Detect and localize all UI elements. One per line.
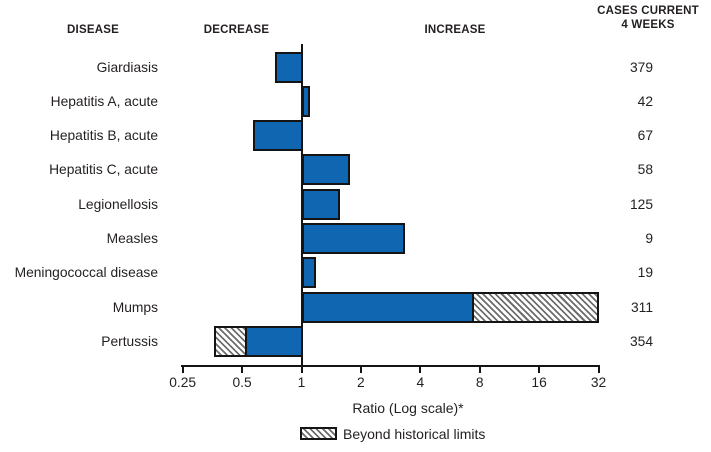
ratio-bar-increase <box>301 291 474 323</box>
x-axis-tick-label: 8 <box>475 375 484 390</box>
legend-label: Beyond historical limits <box>343 426 486 442</box>
cases-value: 42 <box>637 93 653 109</box>
disease-label: Mumps <box>112 299 158 315</box>
ratio-bar-beyond-limit <box>213 325 248 357</box>
ratio-bar-increase <box>301 188 340 220</box>
cases-value: 9 <box>645 231 653 246</box>
ratio-bar-decrease <box>253 120 304 152</box>
x-axis-tick-label: 0.5 <box>232 375 252 390</box>
cases-value: 311 <box>631 299 653 315</box>
x-axis-tick-mark <box>300 364 303 373</box>
baseline-ratio-1-line <box>300 44 303 366</box>
cases-value: 125 <box>629 196 653 212</box>
disease-label: Hepatitis A, acute <box>50 93 158 109</box>
disease-label: Pertussis <box>101 333 158 349</box>
x-axis-tick-mark <box>181 364 184 373</box>
x-axis-line <box>181 364 600 367</box>
disease-label: Legionellosis <box>78 196 158 212</box>
ratio-bar-increase <box>301 257 317 289</box>
ratio-bar-increase <box>301 223 405 254</box>
cases-value: 354 <box>629 333 653 349</box>
x-axis-label: Ratio (Log scale)* <box>352 400 464 416</box>
x-axis-tick-label: 1 <box>297 375 306 390</box>
x-axis-tick-label: 0.25 <box>169 375 197 390</box>
x-axis-tick-label: 2 <box>357 375 365 390</box>
x-axis-tick-mark <box>597 364 600 373</box>
column-header-cases-line1: CASES CURRENT <box>597 5 699 17</box>
cases-value: 58 <box>637 162 653 178</box>
x-axis-tick-label: 16 <box>531 375 547 390</box>
disease-label: Hepatitis B, acute <box>49 128 158 144</box>
column-header-decrease: DECREASE <box>203 24 270 36</box>
x-axis-tick-label: 32 <box>590 375 607 390</box>
column-header-cases: CASES CURRENT 4 WEEKS <box>586 4 710 32</box>
cases-value: 19 <box>637 265 653 281</box>
x-axis-tick-mark <box>538 364 541 373</box>
disease-label: Hepatitis C, acute <box>49 162 158 178</box>
x-axis-tick-mark <box>359 364 362 373</box>
ratio-bar-increase <box>301 85 311 117</box>
disease-label: Meningococcal disease <box>14 265 158 281</box>
disease-label: Giardiasis <box>96 59 158 75</box>
disease-label: Measles <box>106 231 158 246</box>
x-axis-tick-label: 4 <box>416 375 425 390</box>
ratio-bar-beyond-limit <box>471 291 600 323</box>
ratio-bar-decrease <box>274 51 304 83</box>
cases-value: 379 <box>629 59 653 75</box>
legend-hatch-swatch <box>300 427 337 440</box>
column-header-cases-line2: 4 WEEKS <box>621 19 675 31</box>
column-header-increase: INCREASE <box>424 24 486 36</box>
cases-value: 67 <box>637 128 653 144</box>
ratio-bar-increase <box>301 154 351 186</box>
column-header-disease: DISEASE <box>67 24 119 36</box>
ratio-bar-decrease <box>245 325 304 357</box>
x-axis-tick-mark <box>478 364 481 373</box>
x-axis-tick-mark <box>241 364 244 373</box>
x-axis-tick-mark <box>419 364 422 373</box>
